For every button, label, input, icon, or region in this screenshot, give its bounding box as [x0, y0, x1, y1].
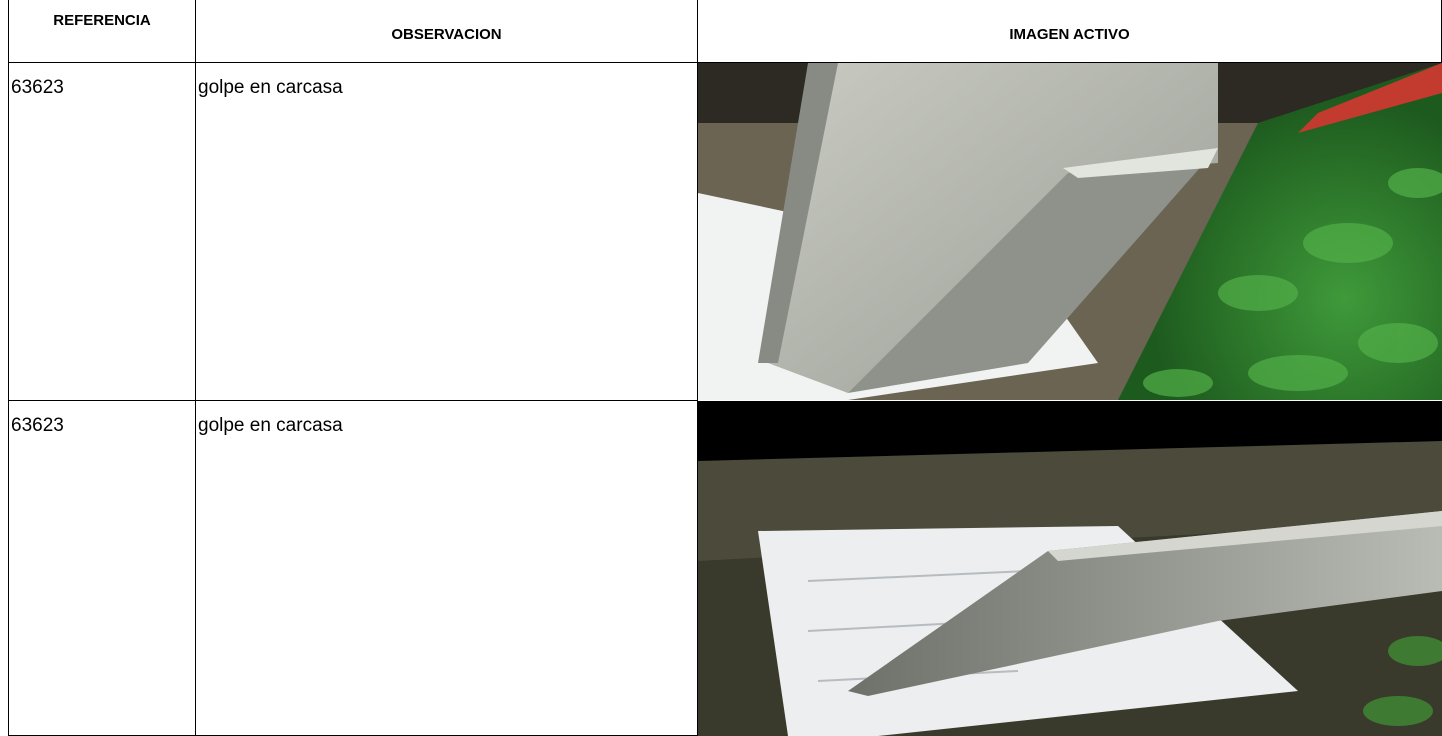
cell: golpe en carcasa: [196, 401, 698, 736]
header-cell: REFERENCIA: [8, 0, 196, 63]
reference: 63623: [11, 77, 64, 98]
header-text: IMAGEN ACTIVO: [1009, 26, 1130, 43]
cell: 63623: [8, 63, 196, 401]
reference: 63623: [11, 415, 64, 436]
asset-photo: [698, 401, 1442, 736]
asset-photo: [698, 63, 1442, 400]
observation: golpe en carcasa: [198, 77, 343, 98]
header-cell: IMAGEN ACTIVO: [698, 0, 1442, 63]
cell: golpe en carcasa: [196, 63, 698, 401]
observation: golpe en carcasa: [198, 415, 343, 436]
header-text: REFERENCIA: [53, 12, 151, 29]
header-cell: OBSERVACION: [196, 0, 698, 63]
cell: 63623: [8, 401, 196, 736]
header-text: OBSERVACION: [391, 26, 502, 43]
